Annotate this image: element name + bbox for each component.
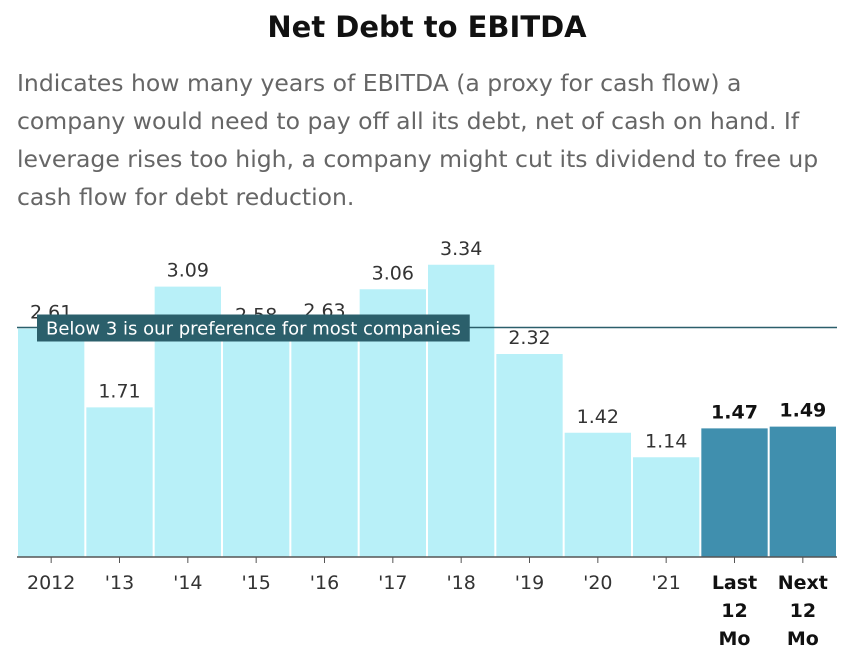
value-label-11: 1.49 — [779, 400, 826, 422]
x-tick-label-6: '18 — [446, 572, 475, 594]
value-label-8: 1.42 — [577, 406, 619, 428]
bar-1 — [86, 407, 153, 557]
x-tick-label-8: '20 — [583, 572, 612, 594]
x-tick-label-11: Next 12 Mo — [778, 572, 828, 650]
x-tick-label-4: '16 — [310, 572, 339, 594]
bar-7 — [496, 354, 563, 557]
value-label-9: 1.14 — [645, 430, 687, 452]
bar-11 — [769, 426, 836, 557]
x-tick-label-5: '17 — [378, 572, 407, 594]
reference-label-box — [37, 314, 470, 342]
x-axis-ticks: 2012 '13 '14 '15 '16 '17 '18 '19 '20 '21 Last 12 Mo N… — [27, 557, 828, 650]
value-label-5: 3.06 — [372, 262, 414, 284]
x-tick-label-0: 2012 — [27, 572, 75, 594]
value-label-10: 1.47 — [711, 401, 758, 423]
value-label-1: 1.71 — [98, 380, 140, 402]
chart-subtitle: Indicates how many years of EBITDA (a pr… — [17, 69, 819, 211]
bar-3 — [223, 331, 290, 557]
x-tick-label-10: Last 12 Mo — [712, 572, 757, 650]
bar-6 — [428, 264, 495, 557]
x-tick-label-2: '14 — [173, 572, 202, 594]
x-tick-label-7: '19 — [515, 572, 544, 594]
bar-4 — [291, 326, 358, 557]
bar-10 — [701, 428, 768, 557]
bar-8 — [564, 432, 631, 557]
value-label-7: 2.32 — [508, 327, 550, 349]
bar-group — [18, 264, 836, 557]
value-label-6: 3.34 — [440, 238, 482, 260]
x-tick-label-1: '13 — [105, 572, 134, 594]
value-label-2: 3.09 — [167, 260, 209, 282]
chart-title: Net Debt to EBITDA — [267, 10, 587, 44]
x-tick-label-9: '21 — [651, 572, 680, 594]
reference-label: Below 3 is our preference for most compa… — [46, 319, 461, 340]
x-tick-label-3: '15 — [241, 572, 270, 594]
reference-line-group: Below 3 is our preference for most compa… — [17, 314, 837, 342]
bar-9 — [633, 457, 700, 557]
bar-0 — [18, 328, 85, 557]
